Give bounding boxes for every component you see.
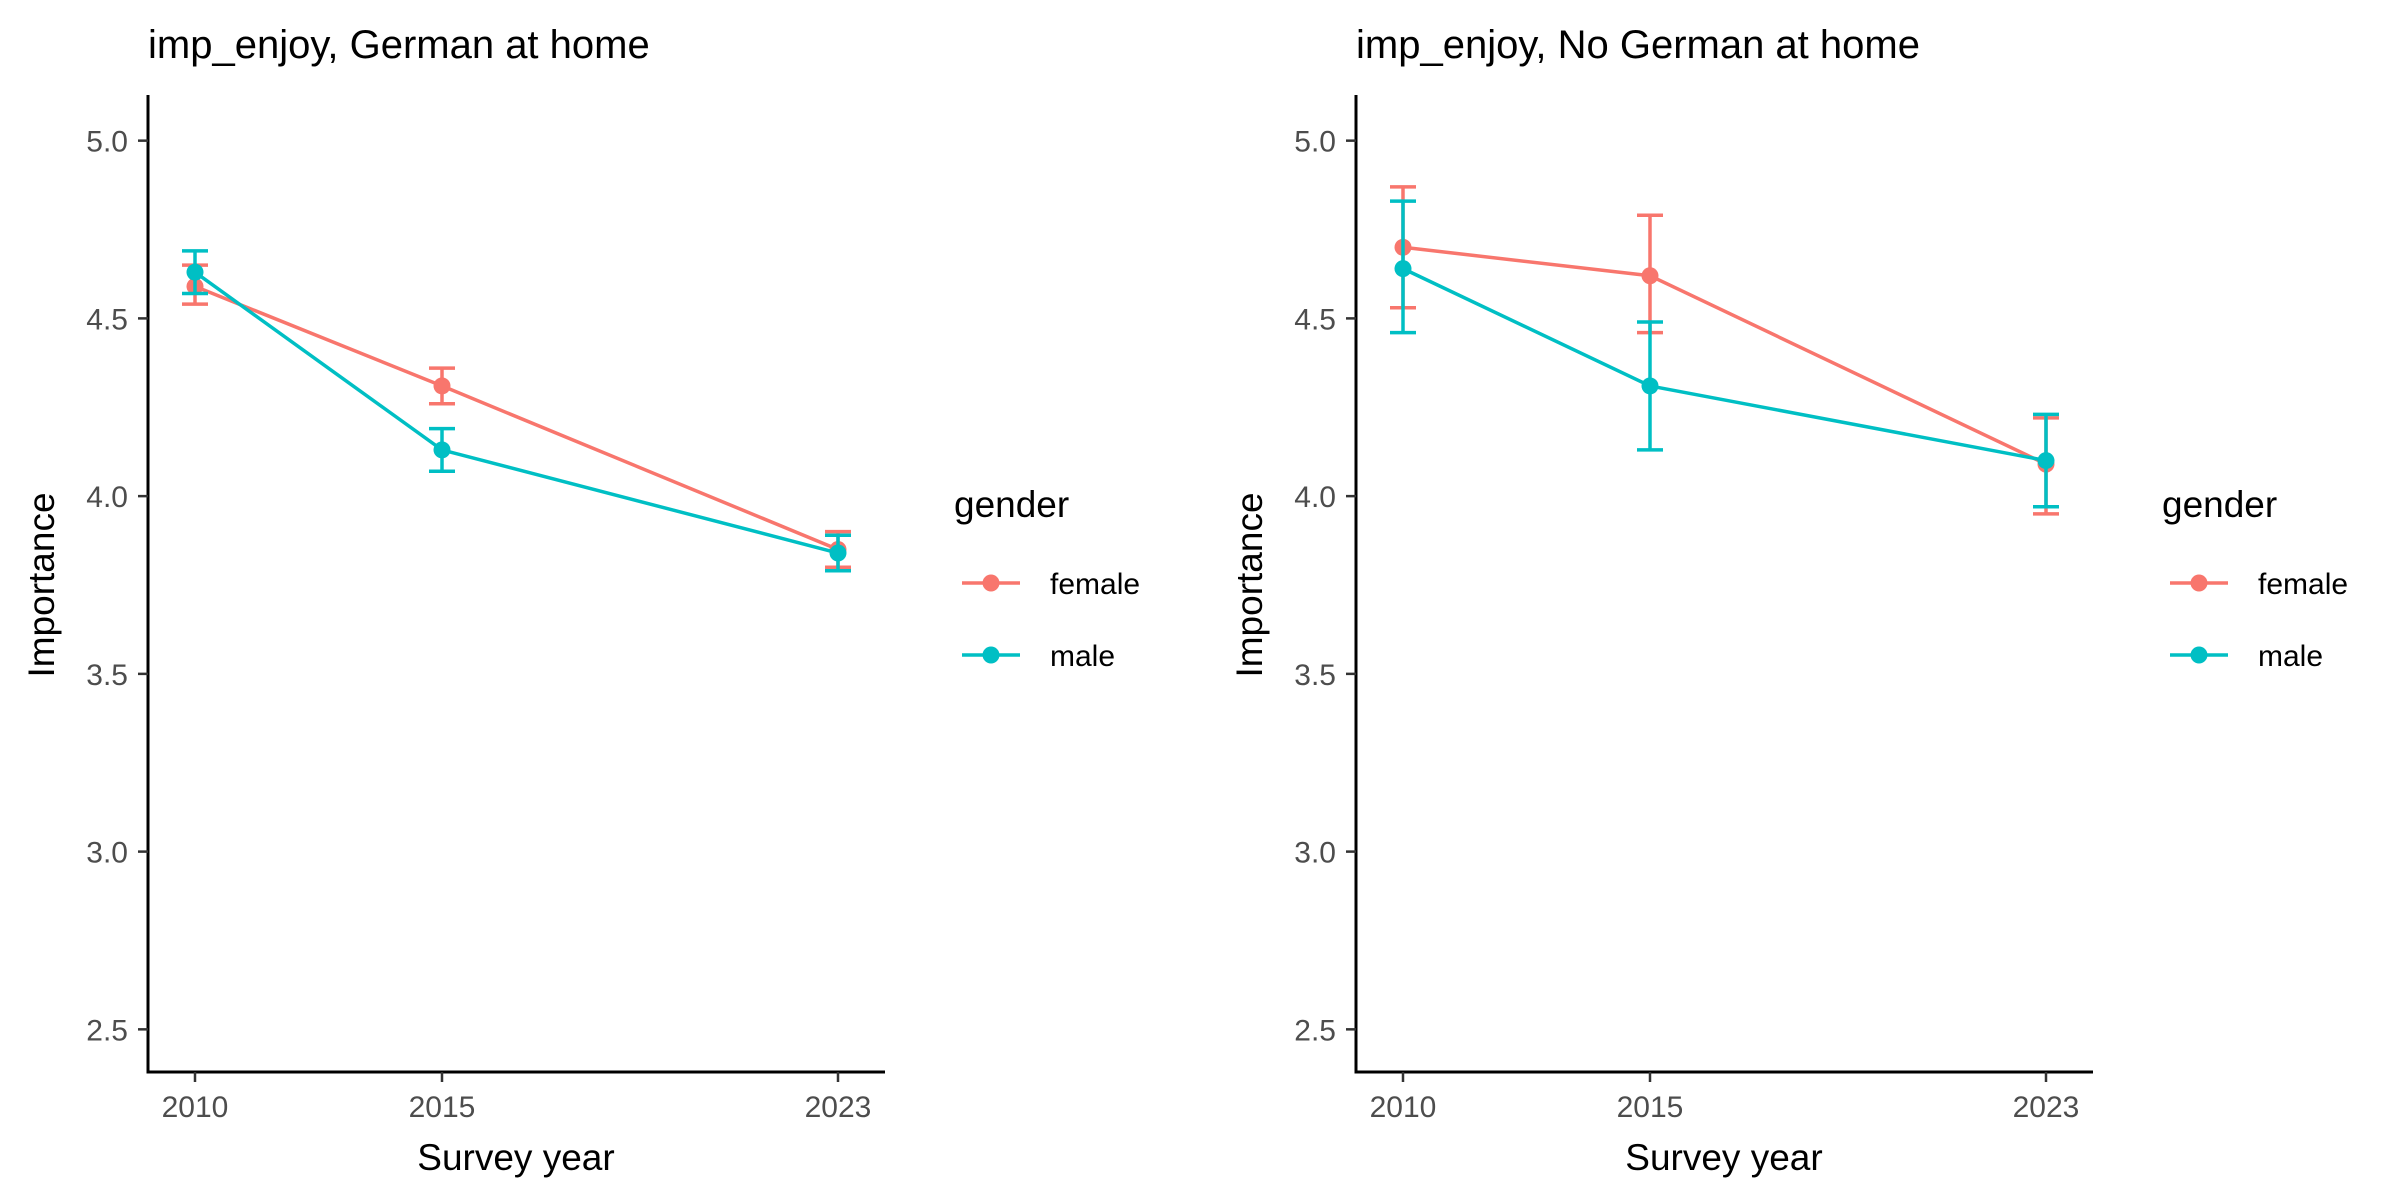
chart-title: imp_enjoy, German at home	[148, 23, 650, 67]
y-tick-label: 5.0	[1294, 126, 1336, 159]
data-point	[186, 263, 204, 281]
x-axis-title: Survey year	[417, 1137, 614, 1178]
data-point	[433, 441, 451, 459]
chart-title: imp_enjoy, No German at home	[1356, 23, 1920, 67]
y-tick-label: 3.5	[1294, 659, 1336, 692]
y-tick-label: 3.5	[86, 659, 128, 692]
x-tick-label: 2010	[1370, 1091, 1437, 1124]
panel-2: imp_enjoy, No German at home 2.5 3.0 3.5 4.0…	[1229, 23, 2348, 1178]
data-point	[1641, 267, 1659, 285]
legend-key-point	[2190, 574, 2208, 592]
data-point	[2037, 452, 2055, 470]
series-female	[182, 263, 851, 569]
y-tick-label: 4.0	[86, 481, 128, 514]
series-line	[1402, 245, 2047, 466]
legend-key-point	[2190, 646, 2208, 664]
y-tick-label: 5.0	[86, 126, 128, 159]
series-female	[1390, 185, 2059, 516]
x-tick-label: 2010	[162, 1091, 229, 1124]
data-point	[1394, 260, 1412, 278]
y-axis-title: Importance	[1229, 492, 1270, 677]
legend-label: female	[2258, 568, 2348, 601]
legend-title: gender	[954, 484, 1069, 525]
data-point	[1641, 377, 1659, 395]
y-axis-title: Importance	[21, 492, 62, 677]
legend-title: gender	[2162, 484, 2277, 525]
legend-label: male	[2258, 640, 2323, 673]
legend-label: male	[1050, 640, 1115, 673]
legend-label: female	[1050, 568, 1140, 601]
series-male	[1390, 199, 2059, 509]
y-tick-label: 3.0	[1294, 837, 1336, 870]
y-tick-label: 2.5	[1294, 1014, 1336, 1047]
x-axis-title: Survey year	[1625, 1137, 1822, 1178]
panel-1: imp_enjoy, German at home 2.5 3.0 3.5 4.0 4.5…	[21, 23, 1140, 1178]
series-line	[1402, 267, 2047, 463]
y-tick-label: 3.0	[86, 837, 128, 870]
y-tick-label: 2.5	[86, 1014, 128, 1047]
data-point	[433, 377, 451, 395]
data-point	[829, 544, 847, 562]
y-tick-label: 4.5	[86, 303, 128, 336]
x-tick-label: 2023	[2013, 1091, 2080, 1124]
series-male	[182, 249, 851, 573]
legend-key-point	[982, 646, 1000, 664]
x-tick-label: 2023	[805, 1091, 872, 1124]
legend: gender female male	[2162, 484, 2348, 673]
legend-key-point	[982, 574, 1000, 592]
series-line	[194, 284, 839, 552]
y-tick-label: 4.0	[1294, 481, 1336, 514]
x-tick-label: 2015	[409, 1091, 476, 1124]
x-tick-label: 2015	[1617, 1091, 1684, 1124]
y-tick-label: 4.5	[1294, 303, 1336, 336]
legend: gender female male	[954, 484, 1140, 673]
